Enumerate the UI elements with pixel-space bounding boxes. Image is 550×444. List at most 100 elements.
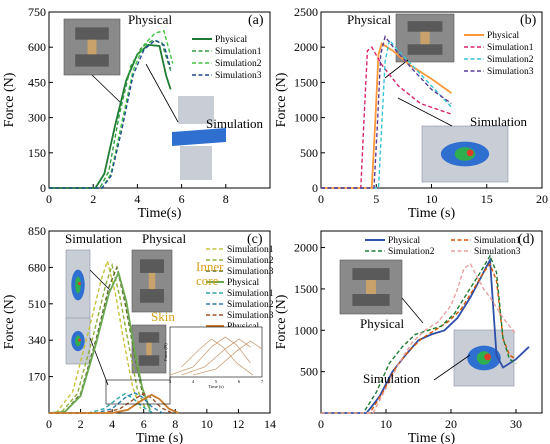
physical-test-photo-specimen — [420, 31, 430, 45]
legend-entry: Physical — [215, 35, 248, 45]
simulation-render-skin-stress — [75, 335, 81, 347]
x-tick-label: 6 — [141, 417, 147, 431]
legend-entry: Simulation2 — [215, 59, 262, 69]
x-tick-label: 8 — [223, 192, 229, 206]
simulation-render-inner-core — [65, 249, 91, 321]
simulation-render — [453, 329, 515, 387]
physical-photo-skin-fixture-bottom — [138, 355, 160, 366]
physical-test-photo-fixture-bottom — [352, 294, 390, 306]
physical-test-photo — [395, 13, 455, 63]
series-line-6 — [49, 392, 173, 414]
y-tick-label: 2500 — [294, 5, 318, 19]
series-line-2 — [321, 38, 452, 189]
x-tick-label: 14 — [264, 417, 276, 431]
series-line-1 — [321, 46, 452, 189]
series-line-0 — [48, 258, 142, 414]
series-line-1 — [321, 262, 517, 414]
panel-c: 0 2 4 6 8 10 12 14 170 340 510 680 850 Time (s) Force … — [2, 224, 276, 444]
legend-entry: Physical — [487, 31, 520, 41]
series-line-3 — [49, 39, 172, 189]
annotation-label: Inner — [196, 259, 224, 274]
panel-label: (b) — [520, 13, 537, 28]
x-tick-label: 20 — [536, 192, 548, 206]
panel-label: (a) — [248, 13, 264, 28]
x-axis-label: Time (s) — [408, 431, 456, 444]
panel-a: 0 2 4 6 8 0 150 300 450 600 750 Time(s) Force (N) Phy… — [2, 5, 271, 221]
annotation-photo-caption: Physical — [128, 12, 172, 27]
y-tick-label: 2000 — [294, 40, 318, 54]
simulation-render-skin-hotspot — [78, 338, 81, 342]
x-tick-label: 0 — [46, 417, 52, 431]
annotation-arrow — [384, 59, 409, 79]
physical-test-photo-fixture-top — [352, 268, 390, 280]
y-tick-label: 340 — [28, 333, 46, 347]
physical-photo-inner-core-fixture-top — [140, 259, 164, 273]
physical-test-photo-fixture-top — [407, 21, 443, 32]
legend-entry: Simulation2 — [487, 55, 534, 65]
y-tick-label: 500 — [300, 365, 318, 379]
y-tick-label: 300 — [28, 111, 46, 125]
inset-x-tick-label: 6 — [238, 379, 241, 384]
legend-entry: Simulation1 — [215, 47, 262, 57]
physical-photo-inner-core-specimen — [148, 272, 156, 290]
series-line-3 — [321, 35, 452, 189]
annotation-photo-caption: Physical — [347, 12, 391, 27]
physical-photo-skin-specimen — [146, 342, 152, 356]
y-axis-label: Force (N) — [274, 72, 289, 127]
x-tick-label: 30 — [510, 417, 522, 431]
inset-x-tick-label: 5 — [215, 379, 218, 384]
legend-entry: Simulation3 — [215, 71, 262, 81]
legend-entry: Simulation1 — [487, 43, 534, 53]
simulation-render-inner-core-stress — [75, 276, 81, 294]
physical-test-photo-fixture-top — [75, 27, 109, 40]
simulation-render-hotspot — [466, 149, 474, 157]
zoom-region-box — [105, 379, 171, 405]
physical-test-photo-fixture-bottom — [75, 54, 109, 67]
simulation-render-hotspot — [484, 353, 491, 361]
annotation-label: core — [196, 273, 219, 288]
series-line-2 — [321, 254, 517, 414]
legend: Physical Simulation1 Simulation2 Simulation… — [365, 236, 521, 257]
y-tick-label: 1000 — [294, 323, 318, 337]
y-tick-label: 500 — [300, 146, 318, 160]
plot-frame — [320, 230, 543, 414]
physical-photo-inner-core-fixture-bottom — [140, 289, 164, 303]
y-tick-label: 0 — [40, 181, 46, 195]
legend-entry: Simulation2 — [227, 256, 274, 266]
y-tick-label: 1500 — [294, 282, 318, 296]
y-tick-label: 680 — [28, 260, 46, 274]
x-tick-label: 20 — [445, 417, 457, 431]
y-tick-label: 510 — [28, 297, 46, 311]
annotation-arrow — [401, 297, 424, 324]
x-tick-label: 0 — [318, 417, 324, 431]
x-tick-label: 8 — [172, 417, 178, 431]
simulation-render — [421, 125, 509, 183]
annotation-arrow — [89, 337, 109, 386]
y-tick-label: 170 — [28, 370, 46, 384]
y-tick-label: 1500 — [294, 75, 318, 89]
x-tick-label: 10 — [380, 417, 392, 431]
x-tick-label: 10 — [201, 417, 213, 431]
physical-test-photo — [339, 259, 403, 315]
inset-curve-1 — [169, 336, 251, 376]
x-tick-label: 12 — [232, 417, 244, 431]
physical-photo-inner-core — [131, 249, 173, 313]
legend-entry: Physical — [388, 236, 421, 246]
series-line-1 — [48, 262, 146, 414]
inset-y-axis-label: Force (N) — [163, 343, 168, 361]
plot-frame — [48, 11, 271, 189]
x-axis-label: Time (s) — [136, 431, 184, 444]
legend-entry: Simulation1 — [227, 289, 274, 299]
annotation-photo-caption: Physical — [142, 231, 186, 246]
annotation-photo-caption: Physical — [360, 316, 404, 331]
x-tick-label: 6 — [179, 192, 185, 206]
legend-entry: Simulation2 — [388, 247, 435, 257]
annotation-render-caption: Simulation — [206, 116, 264, 131]
annotation-label: Skin — [151, 309, 175, 324]
annotation-render-caption: Simulation — [470, 114, 528, 129]
x-tick-label: 4 — [134, 192, 140, 206]
annotation-arrow — [89, 269, 111, 291]
x-axis-label: Time (s) — [408, 206, 456, 221]
legend-entry: Simulation1 — [474, 236, 521, 246]
